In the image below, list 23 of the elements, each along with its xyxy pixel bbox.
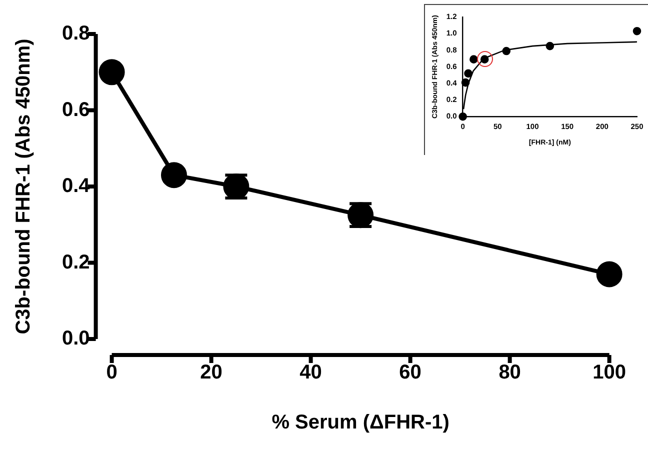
y-axis-title: C3b-bound FHR-1 (Abs 450nm) bbox=[12, 38, 35, 334]
y-tick-label: 0.4 bbox=[62, 175, 91, 198]
point bbox=[502, 46, 511, 56]
x-tick-label: 40 bbox=[300, 362, 322, 384]
x-tick-label: 60 bbox=[399, 362, 422, 384]
point bbox=[458, 112, 467, 121]
point bbox=[596, 261, 622, 288]
y-tick-label: 0.6 bbox=[62, 98, 90, 121]
x-tick-label: 80 bbox=[498, 362, 521, 384]
y-tick-label: 0.0 bbox=[62, 328, 90, 350]
x-tick-label: 20 bbox=[200, 362, 222, 384]
point bbox=[470, 55, 478, 64]
point bbox=[546, 42, 554, 50]
y-tick-label: 0.2 bbox=[62, 251, 90, 274]
point bbox=[160, 162, 187, 188]
point bbox=[98, 59, 125, 86]
point bbox=[464, 69, 472, 78]
point bbox=[461, 78, 470, 87]
x-tick-label: 100 bbox=[592, 362, 626, 384]
y-tick-label: 0.8 bbox=[62, 22, 90, 45]
x-axis-title: % Serum (ΔFHR-1) bbox=[272, 412, 450, 434]
point bbox=[632, 26, 642, 36]
x-tick-label: 0 bbox=[106, 362, 118, 384]
